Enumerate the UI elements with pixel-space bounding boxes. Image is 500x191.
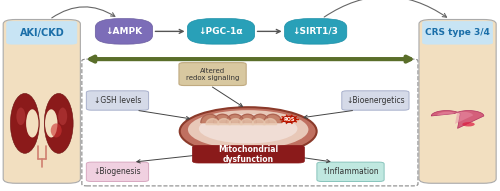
Polygon shape — [240, 119, 254, 125]
Polygon shape — [229, 119, 242, 125]
Ellipse shape — [50, 123, 62, 138]
Text: ↓GSH levels: ↓GSH levels — [94, 96, 141, 105]
Ellipse shape — [26, 109, 38, 138]
Ellipse shape — [45, 109, 58, 138]
FancyBboxPatch shape — [342, 91, 409, 110]
Polygon shape — [264, 119, 276, 125]
Text: ↓AMPK: ↓AMPK — [106, 27, 142, 36]
Ellipse shape — [282, 116, 296, 123]
FancyBboxPatch shape — [3, 19, 80, 183]
FancyBboxPatch shape — [179, 63, 246, 86]
FancyBboxPatch shape — [86, 91, 148, 110]
FancyBboxPatch shape — [419, 19, 496, 183]
FancyBboxPatch shape — [188, 19, 254, 44]
Text: ↓SIRT1/3: ↓SIRT1/3 — [292, 27, 339, 36]
FancyBboxPatch shape — [317, 162, 384, 181]
Ellipse shape — [462, 122, 474, 126]
Text: Altered
redox signaling: Altered redox signaling — [186, 68, 240, 81]
FancyBboxPatch shape — [422, 21, 492, 44]
Polygon shape — [218, 119, 230, 125]
Polygon shape — [214, 114, 232, 123]
Polygon shape — [264, 114, 281, 123]
FancyBboxPatch shape — [86, 162, 148, 181]
Polygon shape — [252, 114, 269, 123]
Text: ↑Inflammation: ↑Inflammation — [322, 167, 380, 176]
Polygon shape — [252, 119, 265, 125]
FancyBboxPatch shape — [96, 19, 152, 44]
Ellipse shape — [58, 108, 67, 125]
Ellipse shape — [44, 93, 73, 153]
FancyBboxPatch shape — [284, 19, 347, 44]
Polygon shape — [201, 114, 218, 123]
Polygon shape — [432, 111, 484, 128]
Text: AKI/CKD: AKI/CKD — [20, 28, 64, 38]
Text: ↓Bioenergetics: ↓Bioenergetics — [346, 96, 405, 105]
Text: CRS type 3/4: CRS type 3/4 — [426, 28, 490, 37]
Text: ↓PGC-1α: ↓PGC-1α — [198, 27, 244, 36]
Text: ROS: ROS — [284, 117, 295, 122]
FancyBboxPatch shape — [6, 21, 77, 44]
Polygon shape — [437, 112, 473, 124]
Polygon shape — [226, 114, 244, 123]
Text: ↓Biogenesis: ↓Biogenesis — [94, 167, 142, 176]
Polygon shape — [206, 119, 219, 125]
Ellipse shape — [10, 93, 40, 153]
FancyBboxPatch shape — [192, 145, 304, 163]
Ellipse shape — [188, 110, 308, 149]
Ellipse shape — [16, 108, 26, 125]
Ellipse shape — [180, 107, 316, 155]
Text: Mitochondrial
dysfunction: Mitochondrial dysfunction — [218, 145, 278, 164]
Polygon shape — [238, 114, 256, 123]
Ellipse shape — [199, 114, 298, 143]
